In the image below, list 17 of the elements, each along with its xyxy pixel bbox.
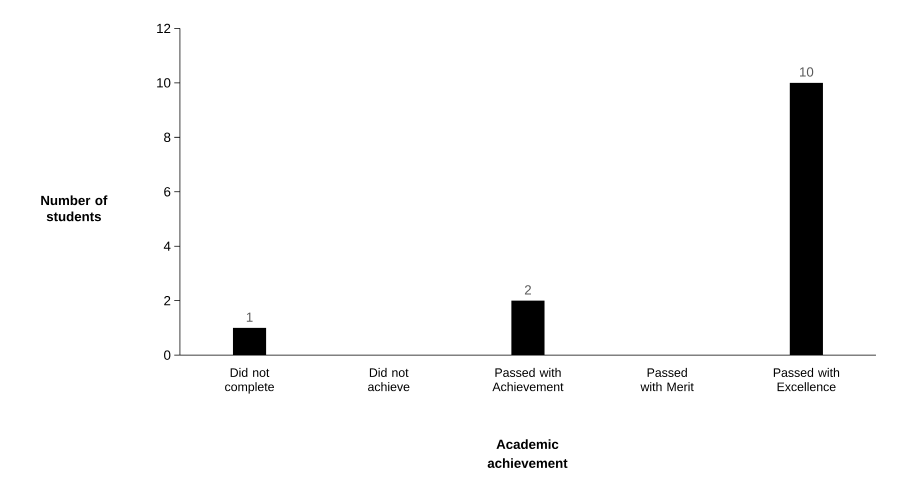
data-label: 10 [800,67,814,77]
y-tick-label: 6 [164,186,170,196]
y-tick-label: 4 [164,242,171,251]
y-tick-label: 10 [157,78,170,88]
y-axis-title: Number of students [41,195,108,222]
y-tick-label: 8 [164,132,170,142]
x-tick-label: Did not achieve [368,368,410,392]
x-axis-title: Academic achievement [488,439,568,468]
x-tick-label: Passed with Merit [640,368,694,392]
y-tick-label: 0 [164,350,170,360]
data-label: 1 [246,312,253,322]
x-tick-label: Did not complete [225,368,274,394]
data-label: 2 [524,285,531,294]
y-tick-label: 2 [164,296,170,306]
x-tick-label: Passed with Achievement [492,368,564,392]
y-tick-label: 12 [157,24,170,33]
x-tick-label: Passed with Excellence [774,368,840,392]
